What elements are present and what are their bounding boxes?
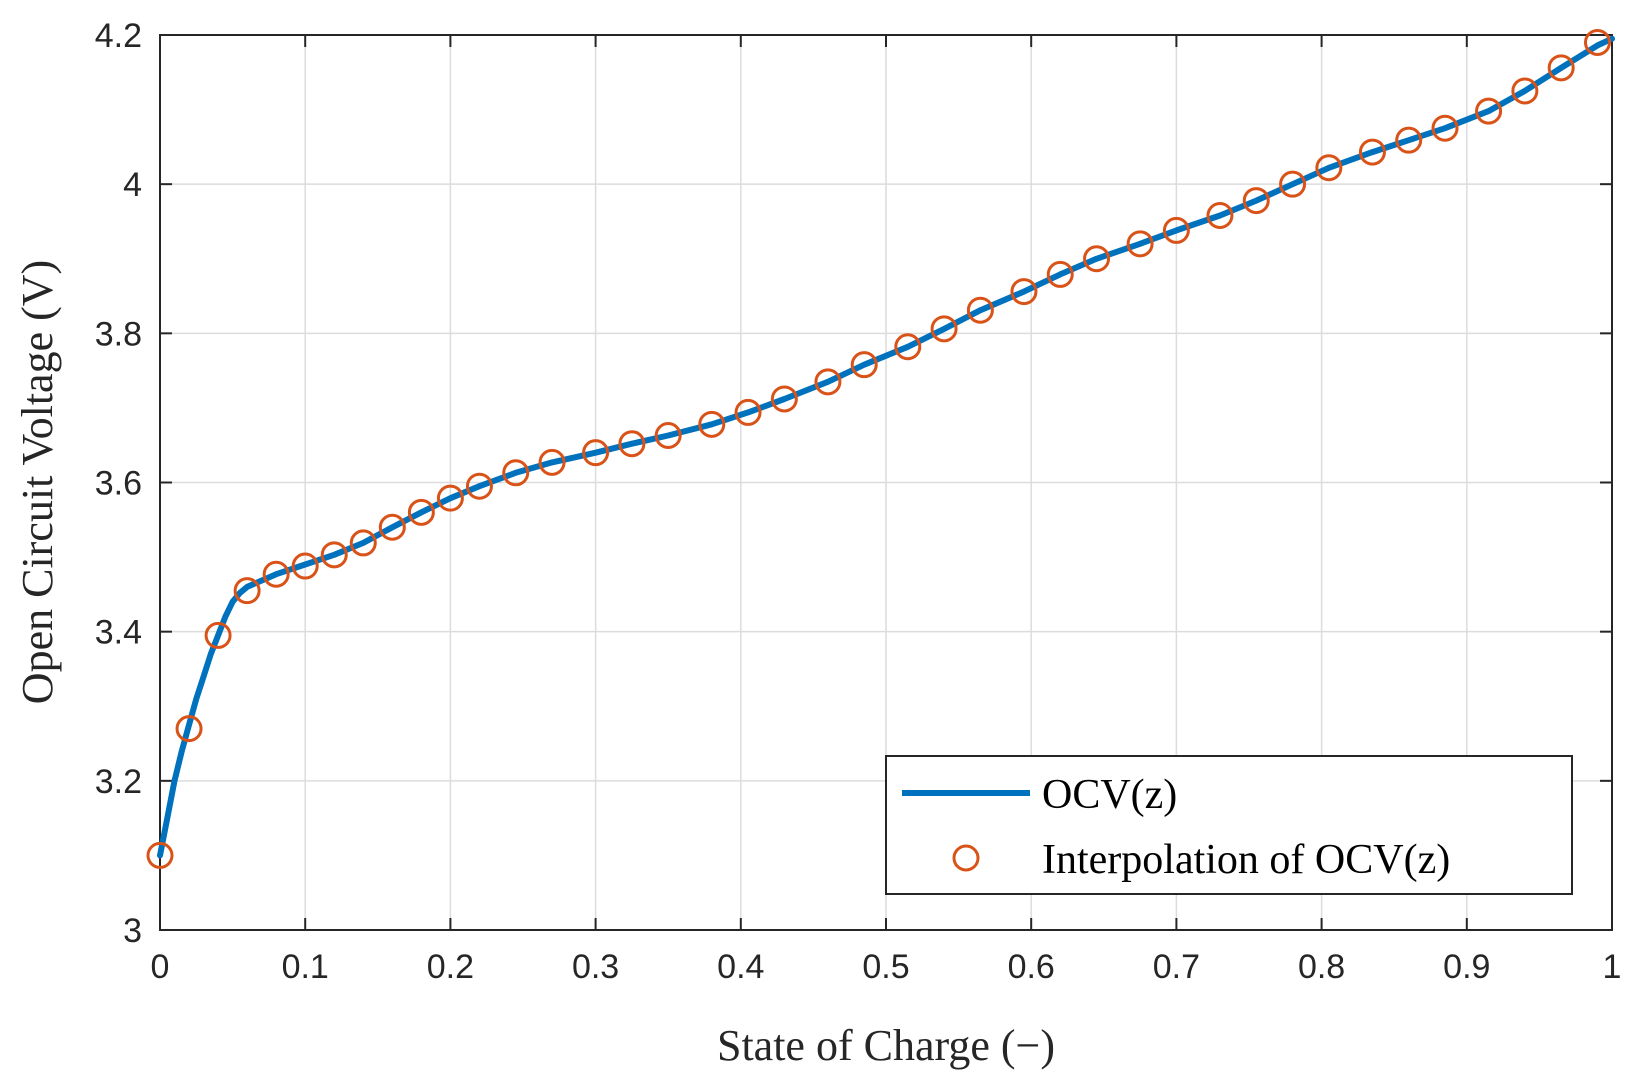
interpolation-point [538, 448, 566, 476]
interpolation-point [1315, 154, 1343, 182]
interpolation-point [1126, 230, 1154, 258]
interpolation-point [291, 552, 319, 580]
interpolation-point [618, 430, 646, 458]
legend-label-interpolation: Interpolation of OCV(z) [1042, 837, 1450, 883]
interpolation-point [502, 459, 530, 487]
interpolation-point [1162, 216, 1190, 244]
x-tick-label: 1 [1603, 948, 1622, 986]
interpolation-point [233, 577, 261, 605]
interpolation-point [1279, 170, 1307, 198]
legend: OCV(z) Interpolation of OCV(z) [885, 755, 1573, 895]
legend-label-ocv: OCV(z) [1042, 772, 1177, 818]
interpolation-point [1083, 245, 1111, 273]
interpolation-point [1431, 114, 1459, 142]
interpolation-point [1242, 187, 1270, 215]
x-tick-label: 0.4 [717, 948, 764, 986]
interpolation-point [770, 385, 798, 413]
interpolation-point [378, 513, 406, 541]
y-tick-label: 3.6 [95, 465, 142, 503]
series-layer [146, 28, 1615, 869]
interpolation-point [734, 398, 762, 426]
interpolation-point [175, 715, 203, 743]
legend-marker-swatch [952, 844, 980, 872]
interpolation-point [930, 315, 958, 343]
interpolation-point [654, 422, 682, 450]
x-tick-label: 0 [151, 948, 170, 986]
interpolation-point [582, 439, 610, 467]
interpolation-point [436, 484, 464, 512]
x-tick-label: 0.1 [282, 948, 329, 986]
interpolation-point [1583, 28, 1611, 56]
x-tick-label: 0.2 [427, 948, 474, 986]
y-axis-label: Open Circuit Voltage (V) [13, 260, 62, 704]
interpolation-point [966, 296, 994, 324]
y-tick-label: 3 [123, 912, 142, 950]
interpolation-point [146, 841, 174, 869]
interpolation-point [1511, 77, 1539, 105]
interpolation-point [894, 333, 922, 361]
axis-ticks [159, 34, 1613, 931]
x-tick-label: 0.8 [1298, 948, 1345, 986]
y-tick-labels: 3 3.2 3.4 3.6 3.8 4 4.2 [95, 17, 142, 950]
interpolation-point [1358, 138, 1386, 166]
y-tick-label: 3.8 [95, 315, 142, 353]
x-tick-label: 0.5 [862, 948, 909, 986]
y-tick-label: 3.2 [95, 763, 142, 801]
y-tick-label: 4 [123, 166, 142, 204]
legend-box [885, 755, 1573, 895]
interpolation-point [1046, 260, 1074, 288]
interpolation-point [465, 472, 493, 500]
interpolation-point [1010, 278, 1038, 306]
interpolation-point [850, 351, 878, 379]
interpolation-point [1395, 126, 1423, 154]
x-tick-label: 0.3 [572, 948, 619, 986]
interpolation-point [1206, 201, 1234, 229]
x-axis-label: State of Charge (−) [717, 1021, 1055, 1070]
interpolation-point [1475, 97, 1503, 125]
y-tick-label: 4.2 [95, 17, 142, 55]
x-tick-label: 0.9 [1443, 948, 1490, 986]
interpolation-point [204, 621, 232, 649]
interpolation-point [1547, 54, 1575, 82]
x-tick-label: 0.7 [1153, 948, 1200, 986]
interpolation-point [407, 498, 435, 526]
interpolation-point [698, 410, 726, 438]
x-tick-label: 0.6 [1008, 948, 1055, 986]
interpolation-point [349, 529, 377, 557]
interpolation-point [320, 541, 348, 569]
interpolation-point [814, 368, 842, 396]
x-tick-labels: 0 0.1 0.2 0.3 0.4 0.5 0.6 0.7 0.8 0.9 1 [151, 948, 1622, 986]
interpolation-point [262, 560, 290, 588]
y-tick-label: 3.4 [95, 614, 142, 652]
